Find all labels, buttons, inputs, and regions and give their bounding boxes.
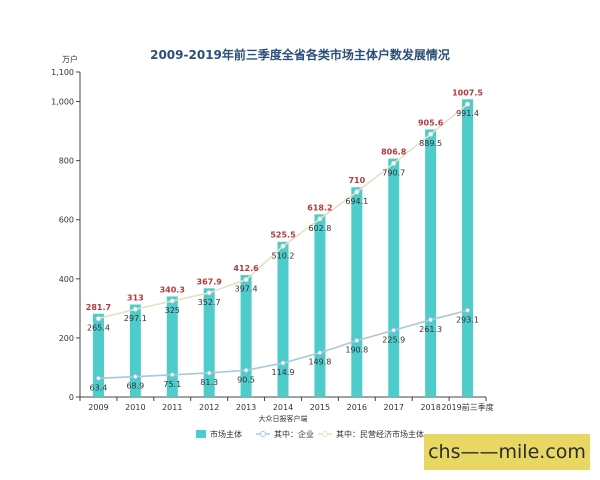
private-economy-value-label: 991.4 — [456, 109, 479, 118]
bar-value-label: 806.8 — [381, 148, 407, 157]
private-economy-point — [243, 277, 249, 283]
enterprise-point — [428, 317, 434, 323]
y-tick-label: 600 — [59, 216, 74, 225]
x-tick-label: 2012 — [199, 403, 219, 412]
bar-value-label: 412.6 — [233, 264, 259, 273]
enterprise-point — [317, 350, 323, 356]
y-axis-label: 万户 — [62, 54, 78, 64]
y-tick-label: 200 — [59, 334, 74, 343]
private-economy-value-label: 325 — [165, 306, 180, 315]
bar-value-label: 367.9 — [197, 277, 223, 286]
enterprise-value-label: 114.9 — [272, 368, 295, 377]
private-economy-point — [317, 216, 323, 222]
legend-swatch-enterprise-marker — [260, 431, 266, 437]
bar-市场主体 — [92, 313, 104, 397]
enterprise-point — [280, 360, 286, 366]
enterprise-point — [169, 372, 175, 378]
chart-note: 大众日报客户端 — [259, 414, 308, 423]
y-tick-label: 0 — [69, 393, 74, 402]
y-tick-label: 1,000 — [51, 98, 74, 107]
private-economy-value-label: 297.1 — [124, 314, 147, 323]
private-economy-point — [206, 290, 212, 296]
y-tick-label: 1,100 — [51, 68, 74, 77]
enterprise-value-label: 190.8 — [345, 346, 368, 355]
bar-市场主体 — [388, 158, 400, 397]
bar-市场主体 — [277, 241, 289, 397]
bar-市场主体 — [462, 99, 474, 398]
x-tick-label: 2014 — [273, 403, 293, 412]
x-tick-label: 2011 — [162, 403, 182, 412]
legend-swatch-private-economy-marker — [322, 431, 328, 437]
private-economy-value-label: 510.2 — [272, 251, 295, 260]
enterprise-point — [243, 367, 249, 373]
enterprise-point — [95, 375, 101, 381]
private-economy-point — [354, 189, 360, 195]
bar-市场主体 — [203, 288, 215, 397]
private-economy-value-label: 397.4 — [235, 285, 258, 294]
x-tick-label: 2019前三季度 — [441, 402, 493, 412]
bar-市场主体 — [166, 296, 178, 397]
enterprise-point — [132, 374, 138, 380]
private-economy-value-label: 265.4 — [87, 324, 110, 333]
legend-label: 其中：民营经济市场主体 — [336, 429, 424, 439]
private-economy-point — [428, 131, 434, 137]
enterprise-value-label: 225.9 — [382, 335, 405, 344]
enterprise-value-label: 149.8 — [308, 358, 331, 367]
x-tick-label: 2015 — [310, 403, 330, 412]
enterprise-point — [354, 338, 360, 344]
bar-value-label: 340.3 — [160, 285, 185, 294]
private-economy-value-label: 889.5 — [419, 139, 442, 148]
x-tick-label: 2013 — [236, 403, 256, 412]
x-tick-label: 2009 — [88, 403, 108, 412]
bar-市场主体 — [129, 304, 141, 397]
x-tick-label: 2016 — [347, 403, 367, 412]
legend-label: 市场主体 — [210, 429, 242, 439]
bar-市场主体 — [351, 187, 363, 397]
enterprise-value-label: 81.3 — [200, 378, 218, 387]
bar-value-label: 281.7 — [86, 303, 111, 312]
bar-市场主体 — [314, 214, 326, 397]
private-economy-point — [95, 316, 101, 322]
x-tick-label: 2018 — [420, 403, 440, 412]
enterprise-point — [391, 327, 397, 333]
enterprise-value-label: 261.3 — [419, 325, 442, 334]
x-tick-label: 2017 — [384, 403, 404, 412]
private-economy-point — [391, 160, 397, 166]
enterprise-value-label: 68.9 — [126, 382, 144, 391]
bar-value-label: 618.2 — [307, 203, 332, 212]
enterprise-value-label: 90.5 — [237, 375, 255, 384]
private-economy-point — [169, 298, 175, 304]
private-economy-point — [465, 101, 471, 107]
private-economy-value-label: 790.7 — [382, 168, 405, 177]
enterprise-point — [206, 370, 212, 376]
private-economy-value-label: 352.7 — [198, 298, 221, 307]
bar-value-label: 525.5 — [270, 231, 296, 240]
enterprise-value-label: 63.4 — [90, 383, 108, 392]
y-tick-label: 400 — [59, 275, 74, 284]
enterprise-value-label: 75.1 — [163, 380, 181, 389]
bar-市场主体 — [425, 129, 437, 397]
chart-title: 2009-2019年前三季度全省各类市场主体户数发展情况 — [150, 48, 450, 62]
bar-value-label: 905.6 — [418, 118, 444, 127]
private-economy-value-label: 694.1 — [345, 197, 368, 206]
watermark: chs——mile.com — [424, 434, 590, 470]
bar-value-label: 313 — [127, 294, 144, 303]
enterprise-value-label: 293.1 — [456, 315, 479, 324]
bar-市场主体 — [240, 275, 252, 397]
enterprise-point — [465, 307, 471, 313]
private-economy-point — [132, 306, 138, 312]
private-economy-value-label: 602.8 — [308, 224, 331, 233]
y-tick-label: 800 — [59, 157, 74, 166]
bar-value-label: 1007.5 — [452, 88, 483, 97]
bar-value-label: 710 — [348, 176, 365, 185]
private-economy-point — [280, 243, 286, 249]
legend-label: 其中：企业 — [274, 429, 314, 439]
legend-swatch-market-entities — [196, 430, 206, 438]
x-tick-label: 2010 — [125, 403, 145, 412]
